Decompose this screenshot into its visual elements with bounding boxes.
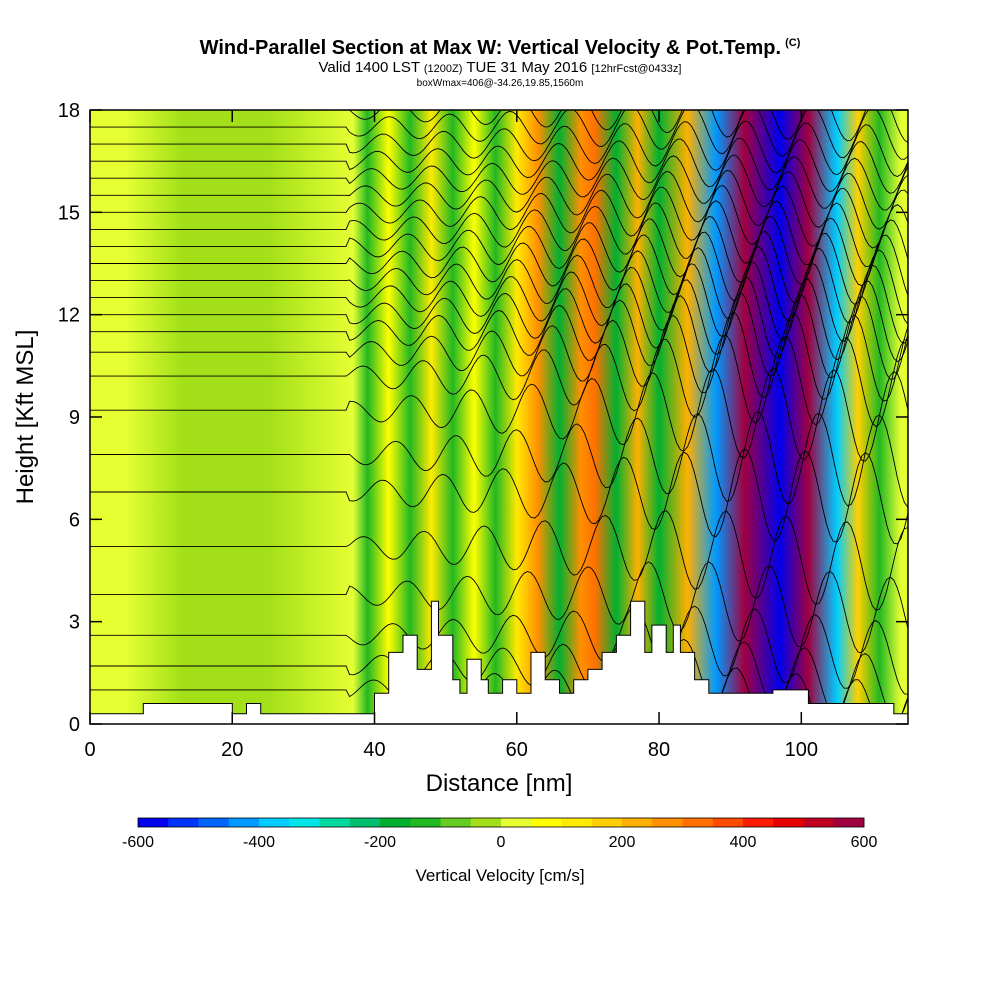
y-axis-title: Height [Kft MSL] xyxy=(12,330,39,505)
box-info: boxWmax=406@-34.26,19.85,1560m xyxy=(416,78,584,89)
valid-date: TUE 31 May 2016 xyxy=(466,59,588,76)
colorbar-tick-label: 200 xyxy=(609,834,636,851)
x-tick-label: 100 xyxy=(785,739,818,761)
colorbar-swatch xyxy=(319,818,351,827)
colorbar-swatch xyxy=(591,818,623,827)
theta-line xyxy=(90,215,908,287)
colorbar-swatch xyxy=(682,818,714,827)
colorbar-swatch xyxy=(773,818,804,827)
theta-line xyxy=(90,277,908,363)
y-tick-label: 15 xyxy=(58,202,80,224)
theta-line xyxy=(90,311,908,402)
colorbar-tick-label: -200 xyxy=(364,834,396,851)
theta-line xyxy=(90,367,908,462)
colorbar-swatch xyxy=(803,818,835,827)
x-tick-label: 20 xyxy=(221,739,243,761)
y-tick-label: 3 xyxy=(69,612,80,634)
theta-line xyxy=(90,665,908,724)
theta-line xyxy=(90,605,908,695)
colorbar-swatch xyxy=(652,818,683,827)
theta-line xyxy=(90,448,908,545)
x-tick-label: 60 xyxy=(506,739,528,761)
colorbar-tick-label: 0 xyxy=(497,834,506,851)
valid-time: Valid 1400 LST xyxy=(318,59,420,76)
terrain xyxy=(90,600,908,724)
colorbar-tick-label: 600 xyxy=(851,834,878,851)
colorbar-swatch xyxy=(289,818,320,827)
colorbar-swatch xyxy=(561,818,593,827)
theta-line xyxy=(90,110,908,160)
theta-line xyxy=(90,561,908,654)
colorbar-swatch xyxy=(168,818,199,827)
colorbar-swatch xyxy=(349,818,381,827)
colorbar-frame xyxy=(137,817,865,828)
forecast-info: [12hrFcst@0433z] xyxy=(591,63,682,75)
colorbar-swatch xyxy=(622,818,653,827)
colorbar-swatch xyxy=(410,818,441,827)
copyright-mark: (C) xyxy=(785,37,801,50)
colorbar-swatch xyxy=(501,818,532,827)
theta-line xyxy=(90,410,908,508)
theta-line xyxy=(90,231,908,305)
x-tick-label: 40 xyxy=(363,739,385,761)
colorbar-swatch xyxy=(138,818,169,827)
velocity-field xyxy=(90,110,908,724)
theta-line xyxy=(90,261,908,344)
axes: 0 20 40 60 80 100 0 3 6 9 12 15 18 xyxy=(58,100,908,761)
colorbar-title: Vertical Velocity [cm/s] xyxy=(415,866,584,885)
plot-area xyxy=(90,110,908,724)
theta-line xyxy=(90,245,908,325)
theta-contours xyxy=(90,110,908,724)
colorbar-swatch xyxy=(198,818,230,827)
colorbar-swatch xyxy=(380,818,411,827)
y-tick-label: 12 xyxy=(58,305,80,327)
colorbar-swatch xyxy=(743,818,774,827)
colorbar-tick-label: 400 xyxy=(730,834,757,851)
y-tick-label: 9 xyxy=(69,407,80,429)
y-tick-label: 18 xyxy=(58,100,80,122)
theta-line xyxy=(90,335,908,428)
theta-line xyxy=(90,169,908,230)
colorbar-swatch xyxy=(440,818,472,827)
y-tick-label: 6 xyxy=(69,509,80,531)
colorbar: -600 -400 -200 0 200 400 600 xyxy=(122,817,878,851)
theta-line xyxy=(90,510,908,611)
colorbar-tick-label: -400 xyxy=(243,834,275,851)
y-tick-label: 0 xyxy=(69,714,80,736)
theta-line xyxy=(90,154,908,211)
colorbar-swatch xyxy=(833,818,865,827)
colorbar-swatch xyxy=(531,818,562,827)
theta-line xyxy=(90,292,908,380)
valid-zulu: (1200Z) xyxy=(423,63,463,75)
theta-line xyxy=(90,200,908,267)
x-axis-title: Distance [nm] xyxy=(426,770,573,797)
colorbar-swatch xyxy=(712,818,744,827)
chart-title: Wind-Parallel Section at Max W: Vertical… xyxy=(0,37,1000,60)
theta-line xyxy=(90,120,908,177)
chart-title-text: Wind-Parallel Section at Max W: Vertical… xyxy=(199,37,782,59)
colorbar-swatch xyxy=(470,818,502,827)
colorbar-swatch xyxy=(259,818,290,827)
colorbar-tick-label: -600 xyxy=(122,834,154,851)
chart-subtitle: Valid 1400 LST (1200Z) TUE 31 May 2016 [… xyxy=(0,59,1000,76)
theta-line xyxy=(90,137,908,194)
colorbar-swatch xyxy=(228,818,260,827)
x-tick-label: 0 xyxy=(84,739,95,761)
x-tick-label: 80 xyxy=(648,739,670,761)
